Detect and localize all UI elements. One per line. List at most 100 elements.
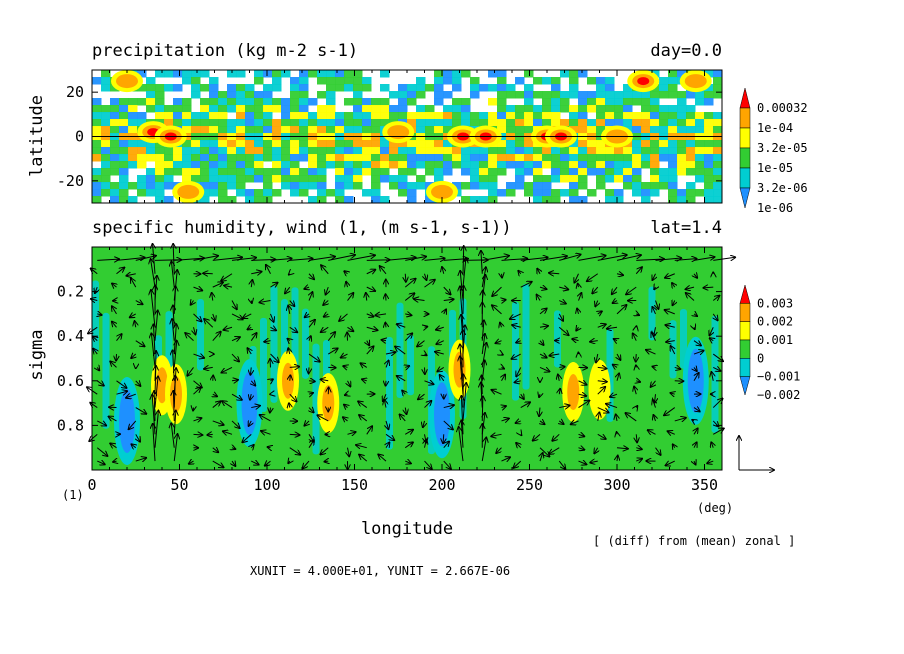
wind-arrow: [703, 287, 714, 288]
precip-cell: [326, 154, 336, 162]
precip-cell: [470, 168, 480, 176]
precip-cell: [659, 112, 669, 120]
precip-cell: [371, 105, 381, 113]
wind-arrow: [655, 447, 661, 455]
precip-cell: [371, 196, 381, 203]
precip-cell: [137, 154, 147, 162]
wind-arrow: [514, 460, 522, 468]
wind-arrow: [212, 460, 224, 467]
precip-cell: [182, 168, 192, 176]
wind-arrow: [617, 353, 620, 360]
precip-cell: [155, 189, 165, 197]
precip-cell: [362, 77, 372, 85]
precip-cell: [695, 112, 705, 120]
precip-cell: [641, 189, 651, 197]
precip-day-label: day=0.0: [650, 41, 722, 61]
precip-cell: [605, 84, 615, 92]
precip-cell: [218, 175, 228, 183]
wind-arrow: [496, 447, 502, 453]
precip-cell: [461, 105, 471, 113]
precip-cell: [569, 175, 579, 183]
precip-cell: [380, 98, 390, 106]
wind-arrow: [270, 408, 271, 413]
precip-cell: [380, 140, 390, 148]
precip-cell: [434, 161, 444, 169]
precip-cell: [452, 161, 462, 169]
wind-arrow: [187, 367, 194, 375]
wind-arrow: [222, 366, 233, 372]
wind-arrow: [251, 406, 260, 408]
wind-arrow: [97, 367, 99, 370]
precip-cell: [704, 196, 714, 203]
precip-cell: [254, 140, 264, 148]
precip-cell: [488, 112, 498, 120]
wind-arrow: [135, 340, 145, 347]
precip-cell: [668, 105, 678, 113]
precip-cell: [200, 140, 210, 148]
wind-arrow: [694, 442, 697, 447]
precip-cell: [218, 91, 228, 99]
wind-arrow: [308, 257, 335, 261]
precip-cell: [560, 161, 570, 169]
wind-arrow: [443, 299, 454, 300]
humidity-lat-label: lat=1.4: [650, 218, 722, 238]
wind-arrow: [502, 367, 504, 368]
precip-cell: [254, 147, 264, 155]
wind-arrow: [712, 399, 722, 408]
precip-cell: [569, 168, 579, 176]
precip-cell: [209, 189, 219, 197]
wind-arrow: [501, 457, 511, 461]
precip-cell: [353, 112, 363, 120]
precip-cell: [209, 168, 219, 176]
precip-cell: [317, 161, 327, 169]
precip-cell: [362, 161, 372, 169]
precip-cell: [317, 126, 327, 134]
wind-arrow: [540, 421, 544, 424]
precip-cell: [173, 161, 183, 169]
precip-cell: [191, 168, 201, 176]
precip-cell: [344, 147, 354, 155]
precip-cell: [173, 98, 183, 106]
precip-cell: [695, 140, 705, 148]
precip-cell: [569, 182, 579, 190]
precip-cell: [164, 161, 174, 169]
precip-cell: [641, 105, 651, 113]
wind-arrow: [425, 354, 427, 355]
precip-cell: [209, 105, 219, 113]
precip-cell: [326, 161, 336, 169]
wind-arrow: [270, 258, 292, 260]
precip-cell: [263, 196, 273, 203]
wind-arrow: [671, 393, 675, 394]
precip-cell: [416, 140, 426, 148]
wind-arrow: [578, 461, 587, 464]
humidity-negative-band: [102, 312, 110, 429]
wind-arrow: [260, 415, 271, 422]
wind-arrow: [129, 420, 137, 429]
precip-cell: [443, 126, 453, 134]
precip-cell: [245, 105, 255, 113]
wind-arrow: [251, 272, 261, 274]
precip-cell: [407, 168, 417, 176]
wind-arrow: [597, 381, 607, 382]
wind-arrow: [385, 433, 394, 440]
precip-cell: [209, 161, 219, 169]
precip-colorbar-label: 3.2e-05: [757, 141, 808, 155]
wind-arrow: [549, 273, 560, 274]
precip-cell: [137, 175, 147, 183]
precip-cell: [434, 140, 444, 148]
precip-cell: [632, 91, 642, 99]
wind-arrow: [174, 324, 176, 355]
wind-arrow: [423, 420, 425, 427]
wind-arrow: [386, 443, 389, 448]
wind-arrow: [693, 341, 701, 346]
wind-arrow: [707, 461, 714, 463]
precip-cell: [92, 147, 102, 155]
precip-cell: [434, 154, 444, 162]
precip-colorbar-swatch: [739, 87, 751, 109]
precip-cell: [389, 175, 399, 183]
humidity-negative-band: [270, 285, 278, 403]
precip-cell: [389, 140, 399, 148]
precip-cell: [317, 105, 327, 113]
precip-cell: [299, 112, 309, 120]
precip-cell: [542, 77, 552, 85]
